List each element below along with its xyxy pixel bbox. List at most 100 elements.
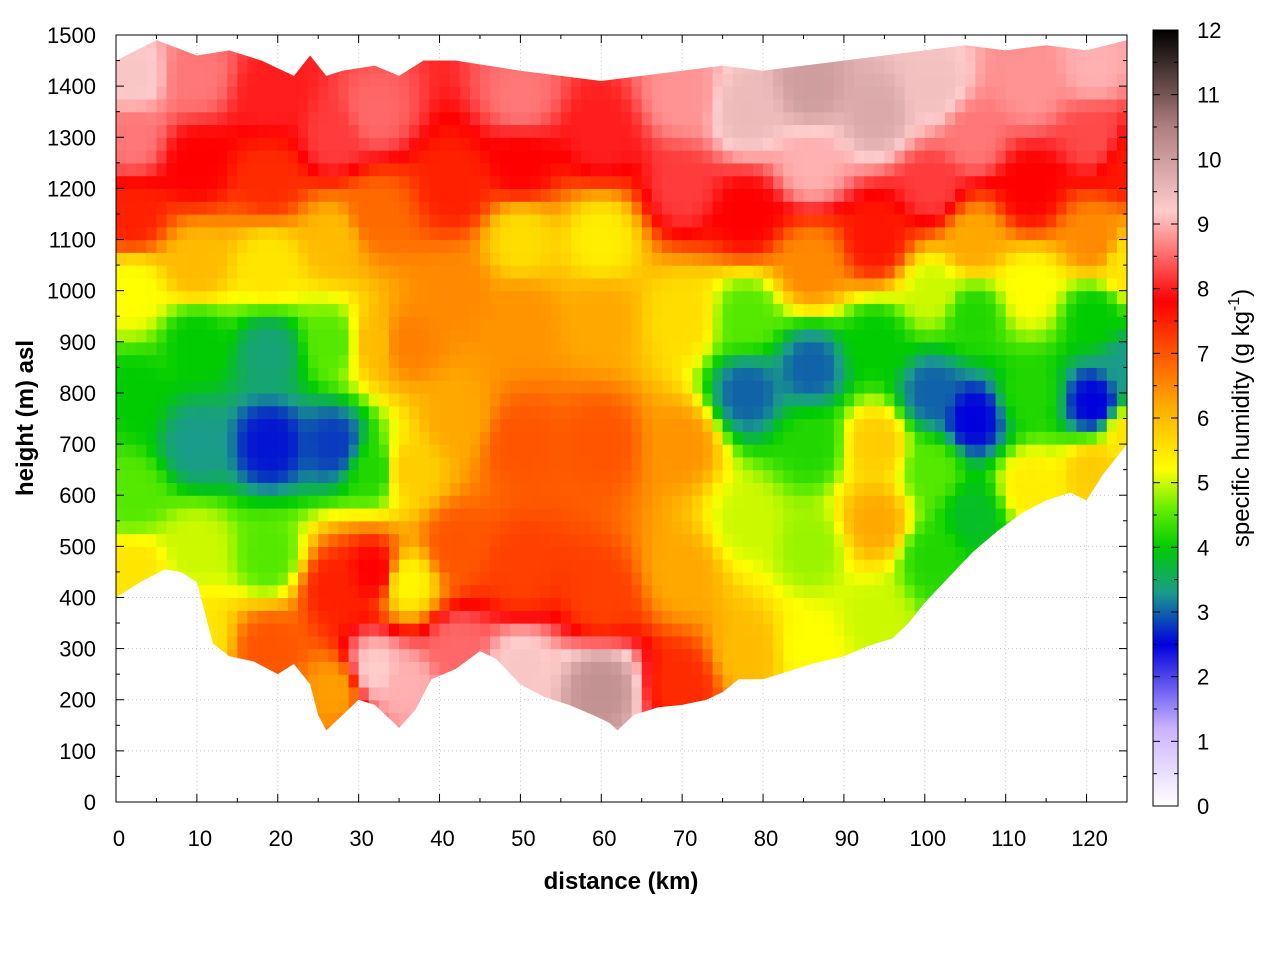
- heatmap-cell: [328, 533, 340, 547]
- heatmap-cell: [712, 533, 724, 547]
- heatmap-cell: [894, 584, 906, 599]
- heatmap-cell: [813, 533, 825, 547]
- heatmap-cell: [388, 661, 400, 675]
- heatmap-cell: [702, 559, 714, 573]
- heatmap-cell: [722, 559, 734, 573]
- heatmap-cell: [945, 367, 956, 381]
- heatmap-cell: [914, 316, 926, 330]
- heatmap-cell: [348, 277, 360, 292]
- heatmap-cell: [894, 482, 906, 496]
- heatmap-cell: [358, 213, 370, 228]
- heatmap-cell: [1005, 329, 1017, 343]
- heatmap-cell: [206, 392, 218, 407]
- heatmap-cell: [186, 456, 198, 471]
- heatmap-cell: [419, 495, 431, 509]
- heatmap-cell: [550, 213, 562, 228]
- heatmap-cell: [1005, 265, 1017, 279]
- heatmap-cell: [904, 610, 916, 624]
- heatmap-cell: [217, 201, 228, 215]
- heatmap-cell: [257, 303, 269, 317]
- heatmap-cell: [732, 571, 744, 586]
- heatmap-cell: [116, 354, 127, 368]
- heatmap-cell: [217, 533, 228, 547]
- heatmap-cell: [702, 623, 714, 637]
- heatmap-cell: [651, 354, 663, 368]
- heatmap-cell: [682, 392, 693, 407]
- heatmap-cell: [500, 610, 511, 624]
- heatmap-cell: [520, 188, 532, 202]
- heatmap-cell: [318, 341, 329, 356]
- heatmap-cell: [661, 367, 673, 381]
- heatmap-cell: [500, 520, 511, 535]
- heatmap-cell: [368, 533, 380, 547]
- heatmap-cell: [176, 265, 188, 279]
- heatmap-cell: [601, 686, 612, 701]
- heatmap-cell: [955, 418, 966, 432]
- heatmap-cell: [1096, 380, 1108, 394]
- heatmap-cell: [833, 201, 845, 215]
- heatmap-cell: [601, 316, 612, 330]
- heatmap-cell: [874, 252, 885, 266]
- heatmap-cell: [399, 188, 410, 202]
- heatmap-cell: [1066, 392, 1078, 407]
- heatmap-cell: [661, 239, 673, 253]
- heatmap-cell: [641, 316, 653, 330]
- heatmap-cell: [641, 175, 653, 189]
- heatmap-cell: [601, 213, 612, 228]
- heatmap-cell: [1005, 444, 1017, 458]
- heatmap-cell: [399, 213, 410, 228]
- heatmap-cell: [308, 635, 319, 650]
- heatmap-cell: [560, 533, 572, 547]
- heatmap-cell: [692, 316, 703, 330]
- heatmap-cell: [742, 380, 754, 394]
- heatmap-cell: [742, 597, 754, 611]
- heatmap-cell: [1116, 303, 1127, 317]
- heatmap-cell: [682, 431, 693, 445]
- heatmap-cell: [661, 507, 673, 522]
- heatmap-cell: [530, 610, 542, 624]
- heatmap-cell: [1106, 354, 1118, 368]
- heatmap-cell: [358, 316, 370, 330]
- heatmap-cell: [854, 610, 865, 624]
- heatmap-cell: [257, 252, 269, 266]
- heatmap-cell: [581, 431, 592, 445]
- heatmap-cell: [621, 252, 633, 266]
- heatmap-cell: [833, 635, 845, 650]
- heatmap-cell: [722, 405, 734, 420]
- heatmap-cell: [672, 277, 683, 292]
- heatmap-cell: [722, 456, 734, 471]
- heatmap-cell: [712, 226, 724, 241]
- heatmap-cell: [186, 265, 198, 279]
- heatmap-cell: [257, 354, 269, 368]
- heatmap-cell: [409, 405, 420, 420]
- heatmap-cell: [631, 533, 643, 547]
- heatmap-cell: [793, 392, 805, 407]
- heatmap-cell: [1056, 201, 1067, 215]
- heatmap-cell: [136, 213, 147, 228]
- heatmap-cell: [702, 507, 714, 522]
- heatmap-cell: [358, 456, 370, 471]
- heatmap-cell: [136, 507, 147, 522]
- heatmap-cell: [388, 686, 400, 701]
- heatmap-cell: [217, 162, 228, 177]
- heatmap-cell: [116, 239, 127, 253]
- heatmap-cell: [247, 162, 259, 177]
- heatmap-cell: [318, 226, 329, 241]
- heatmap-cell: [328, 610, 340, 624]
- heatmap-cell: [843, 533, 855, 547]
- heatmap-cell: [591, 277, 602, 292]
- heatmap-cell: [874, 329, 885, 343]
- heatmap-cell: [257, 213, 269, 228]
- heatmap-cell: [257, 265, 269, 279]
- heatmap-cell: [388, 316, 400, 330]
- heatmap-cell: [712, 175, 724, 189]
- heatmap-cell: [217, 482, 228, 496]
- heatmap-cell: [156, 213, 168, 228]
- heatmap-cell: [1046, 239, 1057, 253]
- heatmap-cell: [601, 329, 612, 343]
- heatmap-cell: [277, 533, 289, 547]
- heatmap-cell: [358, 469, 370, 484]
- heatmap-cell: [459, 533, 471, 547]
- heatmap-cell: [934, 303, 946, 317]
- heatmap-cell: [752, 635, 764, 650]
